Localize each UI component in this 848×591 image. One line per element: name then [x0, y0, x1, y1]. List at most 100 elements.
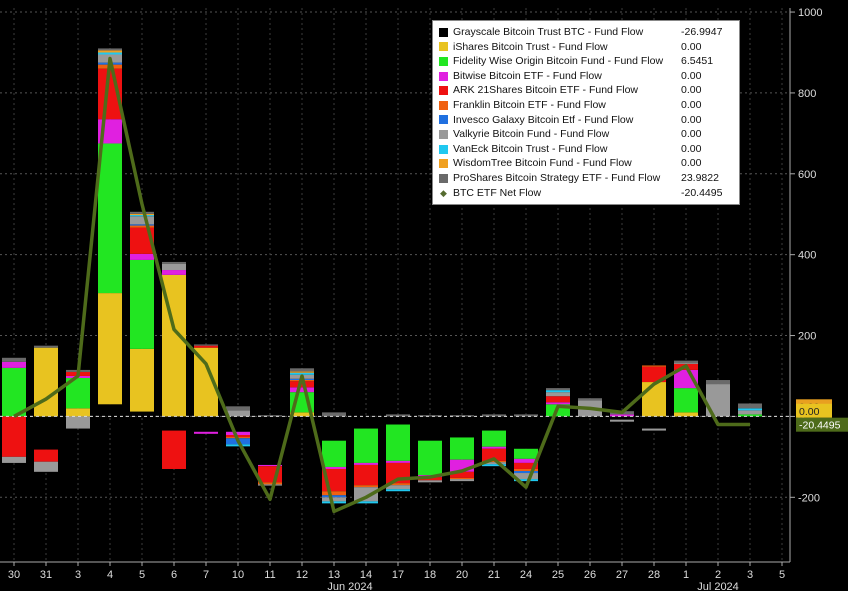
bar-segment — [98, 50, 122, 53]
legend-entry: Bitwise Bitcoin ETF - Fund Flow 0.00 — [439, 69, 733, 84]
y-tick-label: 200 — [798, 331, 816, 343]
bar-segment — [162, 430, 186, 469]
bar-segment — [130, 259, 154, 349]
bar-segment — [322, 412, 346, 417]
bar-segment — [130, 216, 154, 225]
legend-swatch — [439, 86, 448, 96]
legend-swatch — [439, 115, 448, 125]
bar-segment — [610, 419, 634, 422]
legend-label: Fidelity Wise Origin Bitcoin Fund - Fund… — [453, 55, 664, 68]
legend-label: Franklin Bitcoin ETF - Fund Flow — [453, 98, 606, 111]
legend-label: VanEck Bitcoin Trust - Fund Flow — [453, 142, 608, 155]
legend-value: 23.9822 — [681, 171, 719, 184]
month-label: Jul 2024 — [697, 581, 739, 591]
bar-segment — [674, 360, 698, 363]
legend-entry: Franklin Bitcoin ETF - Fund Flow 0.00 — [439, 98, 733, 113]
legend-label: Valkyrie Bitcoin Fund - Fund Flow — [453, 128, 610, 141]
x-tick-label: 11 — [264, 569, 275, 581]
bar-segment — [130, 253, 154, 260]
bar-segment — [386, 416, 410, 425]
x-tick-label: 30 — [8, 569, 20, 581]
x-tick-label: 18 — [424, 569, 436, 581]
bar-segment — [66, 408, 90, 417]
legend-value: -26.9947 — [681, 26, 723, 38]
bar-segment — [130, 211, 154, 214]
bar-segment — [98, 52, 122, 55]
bar-segment — [258, 484, 282, 486]
net-flow-line — [13, 56, 750, 514]
x-tick-label: 28 — [648, 569, 660, 581]
bar-segment — [322, 497, 346, 502]
bar-segment — [34, 449, 58, 462]
bar-segment — [354, 487, 378, 502]
legend-value: 0.00 — [681, 84, 702, 97]
right-label-text: -20.4495 — [799, 420, 841, 432]
bar-segment — [514, 462, 538, 469]
bar-segment — [482, 448, 506, 461]
y-tick-label: 800 — [798, 88, 816, 100]
legend-entry: ARK 21Shares Bitcoin ETF - Fund Flow 0.00 — [439, 83, 733, 98]
x-tick-label: 2 — [715, 569, 721, 581]
bar-segment — [354, 501, 378, 504]
bar-segment — [642, 382, 666, 417]
x-tick-label: 20 — [456, 569, 468, 581]
bar-segment — [514, 479, 538, 482]
bar-segment — [322, 440, 346, 467]
bar-segment — [290, 387, 314, 393]
legend-label: ProShares Bitcoin Strategy ETF - Fund Fl… — [453, 171, 661, 184]
bar-segment — [386, 414, 410, 417]
bar-segment — [226, 410, 250, 417]
bar-segment — [450, 416, 474, 438]
legend-swatch — [439, 100, 448, 110]
bar-segment — [482, 464, 506, 467]
bar-segment — [34, 345, 58, 348]
bar-segment — [130, 213, 154, 216]
bar-segment — [674, 412, 698, 417]
legend-value: 0.00 — [681, 40, 702, 53]
bar-segment — [322, 495, 346, 498]
bar-segment — [290, 412, 314, 417]
bar-segment — [418, 415, 442, 417]
bar-segment — [130, 224, 154, 226]
bar-segment — [354, 428, 378, 463]
bar-segment — [226, 406, 250, 411]
legend-entry: iShares Bitcoin Trust - Fund Flow 0.00 — [439, 40, 733, 55]
legend-label: iShares Bitcoin Trust - Fund Flow — [453, 40, 608, 53]
right-label-box — [796, 417, 848, 432]
month-label: Jun 2024 — [327, 581, 372, 591]
x-tick-label: 3 — [747, 569, 753, 581]
bar-segment — [162, 270, 186, 275]
x-tick-label: 25 — [552, 569, 564, 581]
legend-entry: VanEck Bitcoin Trust - Fund Flow 0.00 — [439, 142, 733, 157]
bar-segment — [514, 468, 538, 472]
bar-segment — [322, 466, 346, 469]
bar-segment — [322, 416, 346, 441]
legend-entry-net-flow: ◆ BTC ETF Net Flow -20.4495 — [439, 186, 733, 201]
x-tick-label: 5 — [779, 569, 785, 581]
y-tick-label: 1000 — [798, 7, 822, 19]
bar-segment — [450, 471, 474, 478]
legend-swatch — [439, 27, 448, 37]
bar-segment — [514, 414, 538, 417]
legend-value: 0.00 — [681, 98, 702, 111]
bar-segment — [2, 416, 26, 457]
legend-swatch — [439, 71, 448, 81]
bar-segment — [66, 416, 90, 429]
bar-segment — [2, 456, 26, 463]
legend-label: Invesco Galaxy Bitcoin Etf - Fund Flow — [453, 113, 634, 126]
bar-segment — [258, 482, 282, 485]
bar-segment — [322, 491, 346, 496]
bar-segment — [706, 380, 730, 385]
right-value-labels: 0.000.00-20.4495 — [796, 399, 848, 432]
legend-value: 0.00 — [681, 113, 702, 126]
legend-value: 6.5451 — [681, 55, 714, 68]
x-tick-label: 21 — [488, 569, 500, 581]
bar-segment — [98, 143, 122, 294]
legend-value: 0.00 — [681, 128, 702, 141]
x-tick-label: 14 — [360, 569, 372, 581]
bar-segment — [418, 480, 442, 483]
bar-segment — [610, 414, 634, 417]
legend-swatch — [439, 173, 448, 183]
bar-segment — [258, 464, 282, 467]
x-tick-label: 5 — [139, 569, 145, 581]
